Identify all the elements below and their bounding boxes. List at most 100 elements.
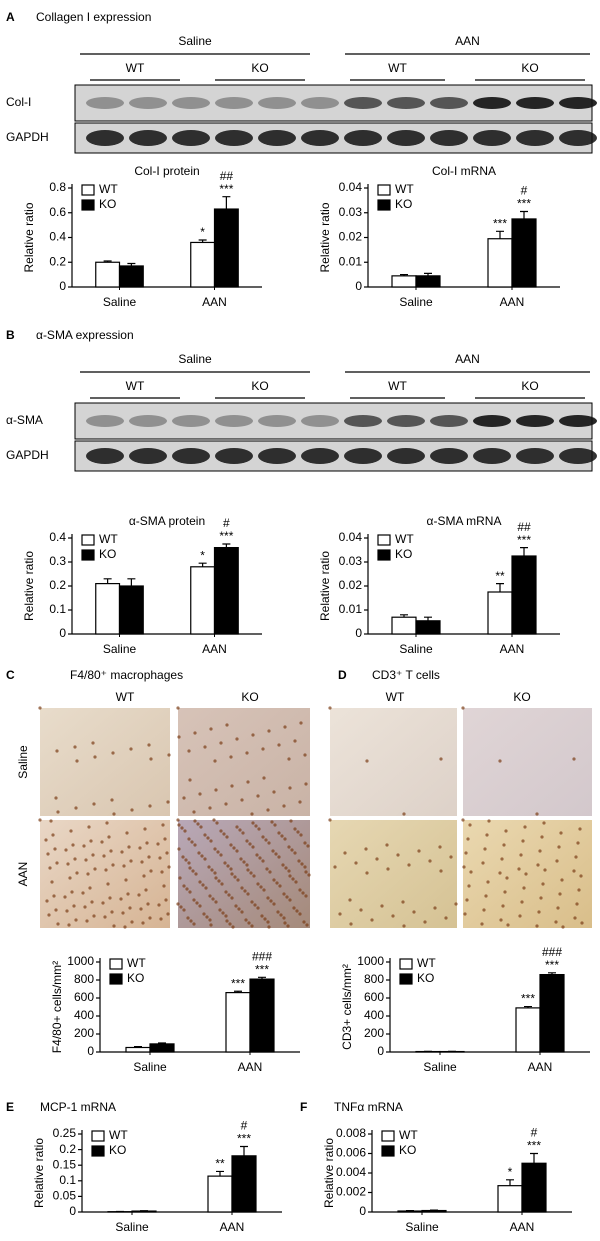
stain-dot bbox=[385, 843, 389, 847]
stain-dot bbox=[48, 866, 52, 870]
stain-dot bbox=[227, 893, 231, 897]
y-tick-label: 0 bbox=[59, 279, 66, 293]
stain-dot bbox=[506, 923, 510, 927]
y-tick-label: 0.05 bbox=[53, 1189, 77, 1203]
stain-dot bbox=[522, 886, 526, 890]
error-bar bbox=[198, 562, 207, 567]
stain-dot bbox=[68, 876, 72, 880]
stain-dot bbox=[209, 839, 213, 843]
blot-band bbox=[430, 415, 468, 427]
stain-dot bbox=[166, 912, 170, 916]
stain-dot bbox=[333, 865, 337, 869]
stain-dot bbox=[277, 743, 281, 747]
stain-dot bbox=[187, 837, 191, 841]
stain-dot bbox=[109, 849, 113, 853]
stain-dot bbox=[75, 871, 79, 875]
y-tick-label: 0.006 bbox=[336, 1146, 366, 1160]
stain-dot bbox=[299, 833, 303, 837]
stain-dot bbox=[179, 905, 183, 909]
bar bbox=[95, 582, 121, 635]
bar bbox=[521, 1162, 547, 1213]
stain-dot bbox=[197, 851, 201, 855]
stain-dot bbox=[224, 914, 228, 918]
significance-mark: * bbox=[508, 1165, 513, 1179]
stain-dot bbox=[251, 845, 255, 849]
blot-band bbox=[516, 415, 554, 427]
stain-dot bbox=[287, 757, 291, 761]
stain-dot bbox=[480, 922, 484, 926]
bar bbox=[207, 1175, 233, 1213]
stain-dot bbox=[539, 896, 543, 900]
y-tick-label: 0.1 bbox=[59, 1173, 76, 1187]
legend-swatch bbox=[399, 958, 413, 970]
stain-dot bbox=[556, 906, 560, 910]
y-tick-label: 0.4 bbox=[49, 530, 66, 544]
stain-dot bbox=[428, 859, 432, 863]
error-bar bbox=[222, 543, 231, 548]
stain-dot bbox=[338, 912, 342, 916]
stain-dot bbox=[149, 757, 153, 761]
blot-band bbox=[430, 130, 468, 146]
stain-dot bbox=[250, 812, 254, 816]
bar bbox=[397, 1210, 423, 1213]
stain-dot bbox=[167, 865, 171, 869]
stain-dot bbox=[307, 873, 311, 877]
stain-dot bbox=[162, 884, 166, 888]
stain-dot bbox=[306, 844, 310, 848]
y-tick-label: 800 bbox=[364, 972, 384, 986]
stain-dot bbox=[272, 878, 276, 882]
blot-band bbox=[516, 97, 554, 109]
y-tick-label: 0.2 bbox=[59, 1142, 76, 1156]
y-tick-label: 0.02 bbox=[339, 230, 363, 244]
error-bar bbox=[127, 578, 136, 586]
x-tick-label: AAN bbox=[220, 1220, 245, 1234]
y-tick-label: 600 bbox=[364, 990, 384, 1004]
y-axis-label: Relative ratio bbox=[22, 202, 36, 272]
stain-dot bbox=[241, 831, 245, 835]
blot-band bbox=[258, 130, 296, 146]
stain-dot bbox=[462, 865, 466, 869]
stain-dot bbox=[196, 822, 200, 826]
panel-title: Collagen I expression bbox=[36, 10, 151, 24]
stain-dot bbox=[246, 892, 250, 896]
stain-dot bbox=[216, 850, 220, 854]
error-bar bbox=[520, 547, 528, 556]
stain-dot bbox=[182, 796, 186, 800]
stain-dot bbox=[198, 904, 202, 908]
blot-band bbox=[258, 448, 296, 464]
stain-dot bbox=[163, 837, 167, 841]
stain-dot bbox=[72, 904, 76, 908]
bar bbox=[487, 591, 513, 635]
stain-dot bbox=[348, 898, 352, 902]
blot-band bbox=[301, 415, 339, 427]
stain-dot bbox=[276, 910, 280, 914]
blot-row-label: GAPDH bbox=[6, 130, 49, 144]
subgroup-label: WT bbox=[388, 379, 407, 393]
stain-dot bbox=[100, 840, 104, 844]
blot-band bbox=[516, 130, 554, 146]
stain-dot bbox=[561, 925, 565, 929]
stain-dot bbox=[82, 844, 86, 848]
stain-dot bbox=[177, 735, 181, 739]
blot-band bbox=[215, 448, 253, 464]
stain-dot bbox=[176, 818, 180, 822]
stain-dot bbox=[251, 821, 255, 825]
legend-swatch bbox=[81, 534, 95, 546]
stain-dot bbox=[192, 898, 196, 902]
micrograph bbox=[330, 820, 457, 928]
stain-dot bbox=[124, 878, 128, 882]
error-bar bbox=[216, 1170, 224, 1177]
stain-dot bbox=[234, 904, 238, 908]
stain-dot bbox=[54, 908, 58, 912]
stain-dot bbox=[137, 893, 141, 897]
stain-dot bbox=[111, 751, 115, 755]
stain-dot bbox=[578, 827, 582, 831]
y-tick-label: 0.004 bbox=[336, 1165, 366, 1179]
stain-dot bbox=[205, 915, 209, 919]
stain-dot bbox=[189, 919, 193, 923]
stain-dot bbox=[192, 922, 196, 926]
stain-dot bbox=[293, 851, 297, 855]
stain-dot bbox=[86, 872, 90, 876]
y-tick-label: 0.01 bbox=[339, 602, 363, 616]
